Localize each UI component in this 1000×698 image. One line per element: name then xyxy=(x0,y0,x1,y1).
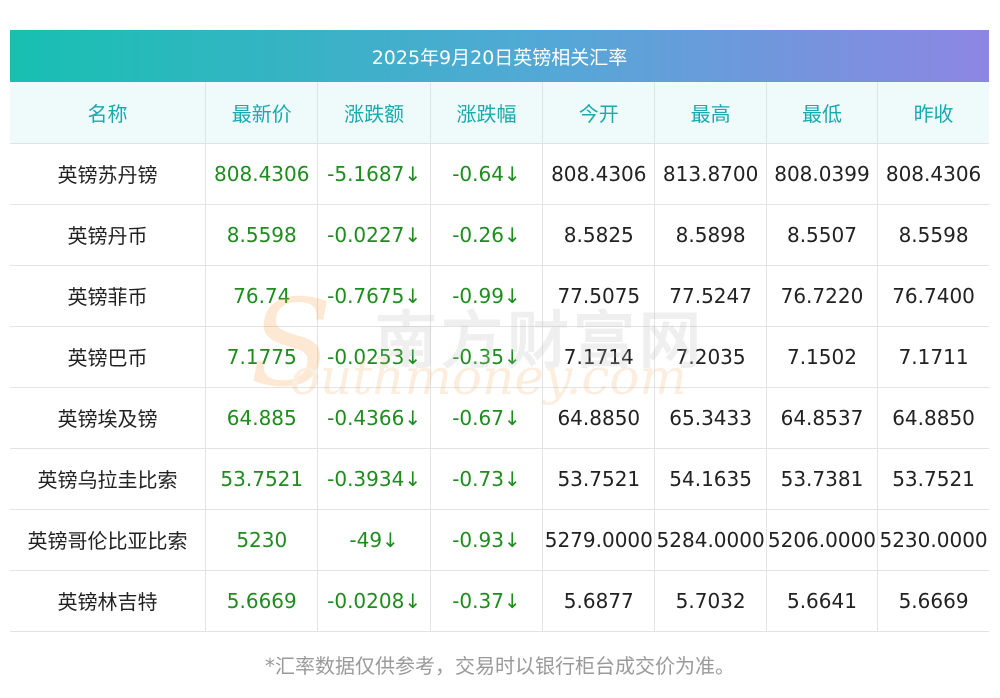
cell-low: 64.8537 xyxy=(766,387,879,449)
table-title: 2025年9月20日英镑相关汇率 xyxy=(10,30,989,82)
table-row: 英镑丹币 8.5598 -0.0227↓ -0.26↓ 8.5825 8.589… xyxy=(10,204,989,266)
cell-low: 808.0399 xyxy=(766,143,879,205)
cell-change-pct: -0.73↓ xyxy=(430,448,544,510)
header-name: 名称 xyxy=(10,82,207,144)
cell-change-pct: -0.67↓ xyxy=(430,387,544,449)
cell-prev-close: 7.1711 xyxy=(877,326,989,388)
cell-high: 7.2035 xyxy=(654,326,767,388)
cell-change: -5.1687↓ xyxy=(317,143,431,205)
cell-low: 7.1502 xyxy=(766,326,879,388)
cell-change-pct: -0.26↓ xyxy=(430,204,544,266)
cell-change: -0.7675↓ xyxy=(317,265,431,327)
cell-low: 5206.0000 xyxy=(766,509,879,571)
cell-high: 54.1635 xyxy=(654,448,767,510)
table-row: 英镑埃及镑 64.885 -0.4366↓ -0.67↓ 64.8850 65.… xyxy=(10,387,989,449)
cell-latest: 76.74 xyxy=(205,265,319,327)
cell-high: 5284.0000 xyxy=(654,509,767,571)
cell-open: 808.4306 xyxy=(542,143,656,205)
cell-open: 77.5075 xyxy=(542,265,656,327)
cell-high: 77.5247 xyxy=(654,265,767,327)
cell-change: -0.0253↓ xyxy=(317,326,431,388)
cell-change: -0.3934↓ xyxy=(317,448,431,510)
cell-latest: 5230 xyxy=(205,509,319,571)
table-row: 英镑巴币 7.1775 -0.0253↓ -0.35↓ 7.1714 7.203… xyxy=(10,326,989,388)
cell-open: 5.6877 xyxy=(542,570,656,632)
exchange-rate-table: 名称 最新价 涨跌额 涨跌幅 今开 最高 最低 昨收 英镑苏丹镑 808.430… xyxy=(10,82,989,632)
cell-prev-close: 5230.0000 xyxy=(877,509,989,571)
header-open: 今开 xyxy=(542,82,656,144)
cell-change-pct: -0.99↓ xyxy=(430,265,544,327)
cell-latest: 8.5598 xyxy=(205,204,319,266)
cell-name: 英镑林吉特 xyxy=(10,570,207,632)
cell-prev-close: 8.5598 xyxy=(877,204,989,266)
cell-prev-close: 5.6669 xyxy=(877,570,989,632)
cell-latest: 808.4306 xyxy=(205,143,319,205)
cell-prev-close: 76.7400 xyxy=(877,265,989,327)
header-change: 涨跌额 xyxy=(317,82,431,144)
cell-name: 英镑乌拉圭比索 xyxy=(10,448,207,510)
cell-high: 813.8700 xyxy=(654,143,767,205)
header-change-pct: 涨跌幅 xyxy=(430,82,544,144)
cell-name: 英镑菲币 xyxy=(10,265,207,327)
cell-name: 英镑埃及镑 xyxy=(10,387,207,449)
cell-high: 65.3433 xyxy=(654,387,767,449)
cell-change: -49↓ xyxy=(317,509,431,571)
table-row: 英镑哥伦比亚比索 5230 -49↓ -0.93↓ 5279.0000 5284… xyxy=(10,509,989,571)
cell-low: 5.6641 xyxy=(766,570,879,632)
rate-table-container: 2025年9月20日英镑相关汇率 名称 最新价 涨跌额 涨跌幅 今开 最高 最低… xyxy=(10,30,989,632)
disclaimer-footnote: *汇率数据仅供参考，交易时以银行柜台成交价为准。 xyxy=(265,654,735,678)
cell-low: 8.5507 xyxy=(766,204,879,266)
header-low: 最低 xyxy=(766,82,879,144)
cell-change-pct: -0.35↓ xyxy=(430,326,544,388)
cell-latest: 5.6669 xyxy=(205,570,319,632)
cell-open: 7.1714 xyxy=(542,326,656,388)
cell-high: 8.5898 xyxy=(654,204,767,266)
header-high: 最高 xyxy=(654,82,767,144)
cell-name: 英镑丹币 xyxy=(10,204,207,266)
cell-change: -0.4366↓ xyxy=(317,387,431,449)
cell-high: 5.7032 xyxy=(654,570,767,632)
cell-prev-close: 64.8850 xyxy=(877,387,989,449)
cell-open: 8.5825 xyxy=(542,204,656,266)
table-row: 英镑乌拉圭比索 53.7521 -0.3934↓ -0.73↓ 53.7521 … xyxy=(10,448,989,510)
cell-name: 英镑哥伦比亚比索 xyxy=(10,509,207,571)
header-latest: 最新价 xyxy=(205,82,319,144)
cell-change-pct: -0.93↓ xyxy=(430,509,544,571)
cell-latest: 53.7521 xyxy=(205,448,319,510)
table-row: 英镑菲币 76.74 -0.7675↓ -0.99↓ 77.5075 77.52… xyxy=(10,265,989,327)
cell-low: 53.7381 xyxy=(766,448,879,510)
cell-name: 英镑巴币 xyxy=(10,326,207,388)
header-prev-close: 昨收 xyxy=(877,82,989,144)
cell-name: 英镑苏丹镑 xyxy=(10,143,207,205)
cell-open: 53.7521 xyxy=(542,448,656,510)
cell-latest: 7.1775 xyxy=(205,326,319,388)
cell-change: -0.0208↓ xyxy=(317,570,431,632)
cell-change-pct: -0.37↓ xyxy=(430,570,544,632)
table-row: 英镑苏丹镑 808.4306 -5.1687↓ -0.64↓ 808.4306 … xyxy=(10,143,989,205)
cell-change-pct: -0.64↓ xyxy=(430,143,544,205)
cell-open: 64.8850 xyxy=(542,387,656,449)
cell-low: 76.7220 xyxy=(766,265,879,327)
cell-prev-close: 53.7521 xyxy=(877,448,989,510)
table-row: 英镑林吉特 5.6669 -0.0208↓ -0.37↓ 5.6877 5.70… xyxy=(10,570,989,632)
cell-latest: 64.885 xyxy=(205,387,319,449)
cell-open: 5279.0000 xyxy=(542,509,656,571)
cell-change: -0.0227↓ xyxy=(317,204,431,266)
cell-prev-close: 808.4306 xyxy=(877,143,989,205)
table-header-row: 名称 最新价 涨跌额 涨跌幅 今开 最高 最低 昨收 xyxy=(10,82,989,144)
